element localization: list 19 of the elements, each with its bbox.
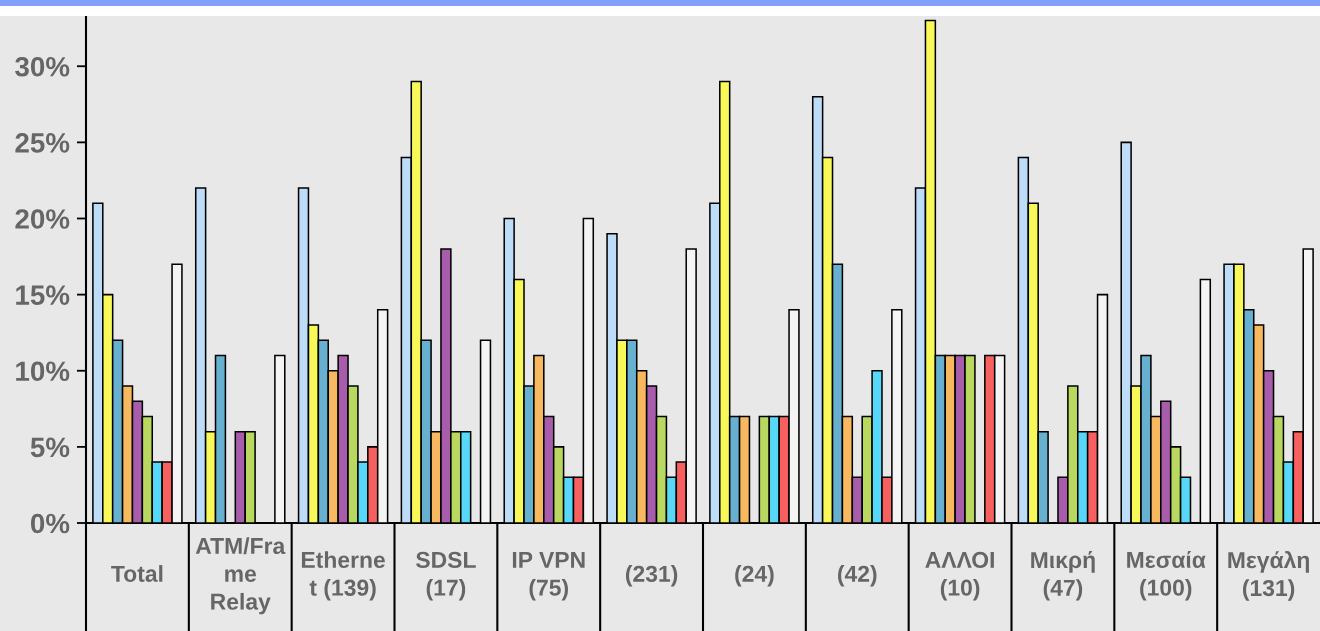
x-tick-label: Μεσαία (100) (1127, 550, 1206, 601)
x-tick-label: Total (111, 565, 163, 582)
x-tick-label: ATM/Fra me Relay (195, 537, 286, 615)
x-tick-label: SDSL (17) (416, 551, 476, 601)
x-tick-label: (42) (838, 565, 877, 587)
x-tick-label: Etherne t (139) (301, 551, 385, 601)
x-tick-label: (24) (735, 565, 774, 587)
y-tick-label: 20% (15, 209, 70, 229)
y-tick-label: 0% (30, 513, 70, 534)
y-tick-label: 15% (16, 285, 70, 305)
y-tick-label: 30% (15, 56, 70, 77)
x-tick-label: ΑΛΛΟΙ (10) (925, 551, 994, 601)
x-tick-label: (231) (625, 565, 678, 587)
x-tick-label: IP VPN (75) (512, 552, 585, 601)
x-tick-label: Μικρή (47) (1031, 551, 1095, 601)
y-tick-label: 5% (30, 437, 70, 458)
y-tick-label: 10% (16, 361, 70, 382)
y-tick-label: 25% (15, 133, 70, 153)
x-tick-label: Μεγάλη (131) (1228, 550, 1309, 601)
